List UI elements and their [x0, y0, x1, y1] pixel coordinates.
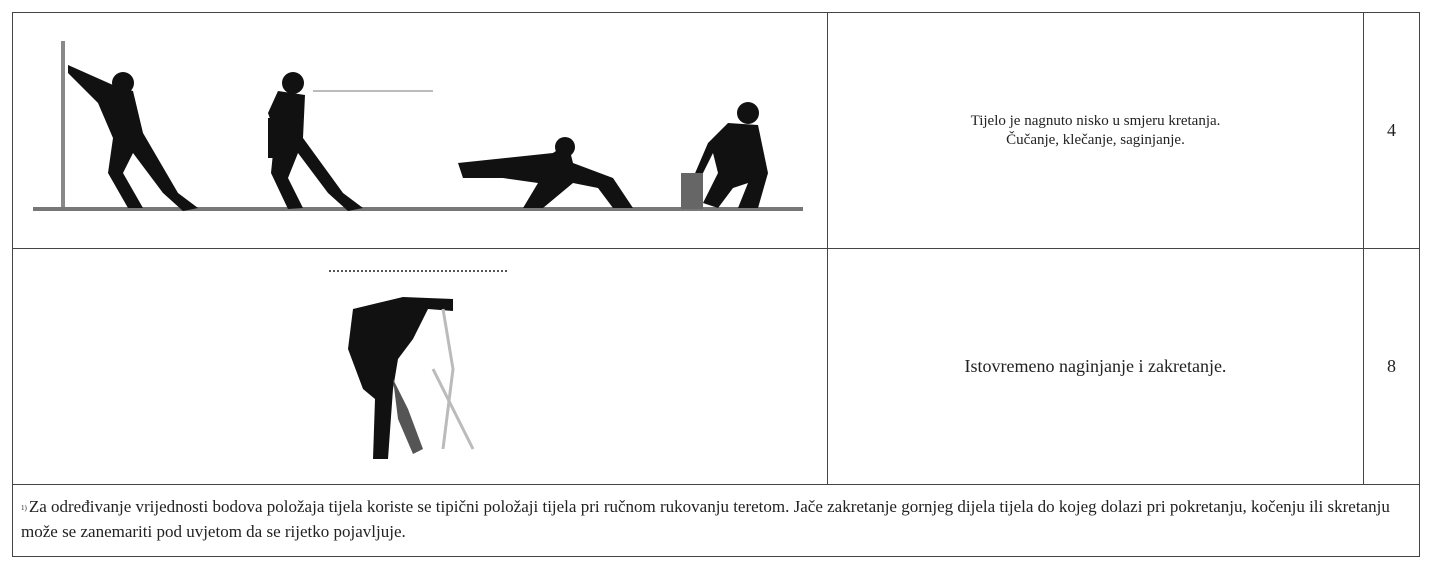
- footnote-cell: 1) Za određivanje vrijednosti bodova polo…: [12, 484, 1420, 557]
- footnote-row: 1) Za određivanje vrijednosti bodova polo…: [12, 484, 1420, 557]
- description-line: Istovremeno naginjanje i zakretanje.: [964, 356, 1227, 376]
- points-cell: 4: [1363, 12, 1420, 249]
- table-row: Istovremeno naginjanje i zakretanje. 8: [12, 248, 1420, 485]
- description-cell: Tijelo je nagnuto nisko u smjeru kretanj…: [827, 12, 1364, 249]
- image-cell: [12, 248, 828, 485]
- description-line: Čučanje, klečanje, saginjanje.: [1006, 131, 1185, 148]
- points: 8: [1387, 356, 1396, 376]
- posture-table: Tijelo je nagnuto nisko u smjeru kretanj…: [12, 12, 1420, 557]
- table-row: Tijelo je nagnuto nisko u smjeru kretanj…: [12, 12, 1420, 249]
- footnote-text: Za određivanje vrijednosti bodova položa…: [21, 497, 1390, 541]
- points-cell: 8: [1363, 248, 1420, 485]
- description-cell: Istovremeno naginjanje i zakretanje.: [827, 248, 1364, 485]
- points: 4: [1387, 120, 1396, 140]
- posture-illustration: [33, 41, 803, 211]
- posture-illustration: [329, 270, 508, 459]
- footnote-marker: 1): [21, 504, 27, 512]
- image-cell: [12, 12, 828, 249]
- description-line: Tijelo je nagnuto nisko u smjeru kretanj…: [970, 112, 1221, 129]
